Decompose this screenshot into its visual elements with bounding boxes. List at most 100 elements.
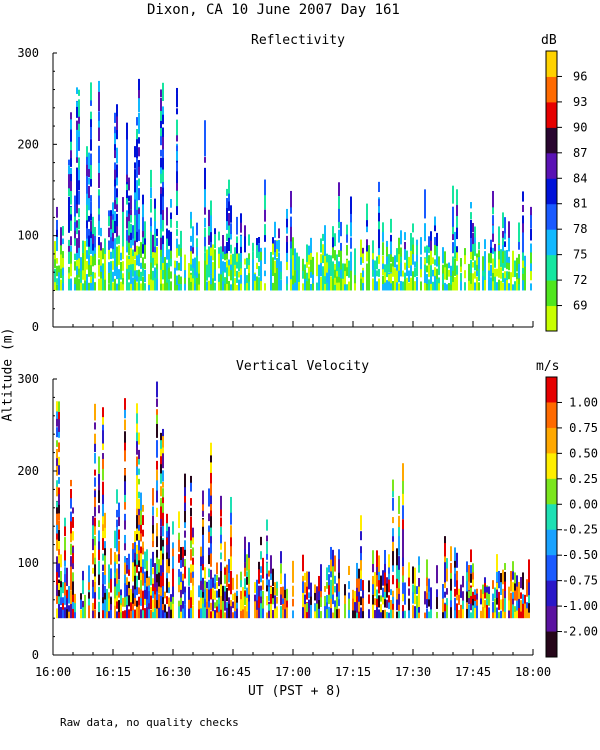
data-cell [136,546,138,565]
data-cell [156,473,158,491]
data-cell [210,611,212,619]
data-cell [518,282,520,291]
data-cell [130,600,132,611]
data-cell [166,611,168,619]
data-cell [98,505,100,514]
data-cell [116,283,118,291]
data-cell [292,262,294,276]
data-cell [82,283,84,291]
data-cell [230,496,232,513]
data-cell [276,240,278,250]
data-cell [220,269,222,284]
data-cell [436,273,438,291]
data-cell [492,225,494,234]
data-cell [326,598,328,610]
data-cell [224,566,226,584]
data-cell [94,591,96,610]
data-cell [446,284,448,291]
data-cell [166,577,168,593]
data-cell [358,597,360,612]
data-cell [498,612,500,619]
data-cell [76,123,78,142]
data-cell [286,602,288,619]
data-cell [114,126,116,134]
data-cell [180,547,182,561]
data-cell [120,267,122,280]
data-cell [390,273,392,284]
data-cell [192,258,194,268]
data-cell [156,268,158,279]
data-cell [514,281,516,291]
data-cell [276,587,278,596]
colorbar-tick-label: 0.00 [569,497,598,511]
data-cell [154,563,156,574]
data-cell [70,603,72,619]
data-cell [396,268,398,283]
data-cell [166,570,168,579]
data-cell [220,246,222,254]
data-cell [198,585,200,598]
data-cell [354,591,356,603]
data-cell [112,226,114,242]
data-cell [510,274,512,291]
data-cell [84,263,86,281]
data-cell [72,546,74,554]
data-cell [178,539,180,552]
data-cell [232,253,234,269]
data-cell [350,266,352,282]
data-cell [474,282,476,291]
data-cell [466,602,468,609]
data-cell [104,512,106,528]
data-cell [212,605,214,619]
data-cell [102,414,104,425]
x-tick-label: 16:45 [215,665,251,679]
data-cell [232,612,234,619]
data-cell [274,221,276,238]
data-cell [496,554,498,572]
data-cell [138,527,140,541]
data-cell [338,264,340,278]
data-cell [162,248,164,263]
data-cell [64,607,66,619]
data-cell [174,260,176,268]
data-cell [460,276,462,291]
data-cell [530,228,532,241]
data-cell [240,266,242,284]
data-cell [392,256,394,267]
data-cell [366,273,368,291]
data-cell [166,249,168,260]
data-cell [212,244,214,261]
data-cell [324,604,326,619]
data-cell [326,595,328,603]
data-cell [224,541,226,553]
data-cell [126,210,128,217]
data-cell [482,273,484,291]
data-cell [312,256,314,265]
data-cell [312,277,314,291]
data-cell [160,564,162,576]
data-cell [360,553,362,571]
data-cell [292,237,294,256]
data-cell [188,272,190,291]
data-cell [450,546,452,562]
data-cell [56,501,58,508]
data-cell [468,574,470,591]
data-cell [228,583,230,591]
data-cell [504,274,506,291]
data-cell [408,588,410,596]
data-cell [154,231,156,247]
data-cell [138,468,140,475]
data-cell [202,490,204,505]
data-cell [354,248,356,262]
data-cell [72,517,74,528]
data-cell [392,281,394,291]
data-cell [94,246,96,254]
data-cell [358,573,360,592]
colorbar-segment [546,101,557,128]
data-cell [64,590,66,605]
data-cell [376,589,378,599]
data-cell [226,282,228,291]
data-cell [224,588,226,599]
data-cell [474,594,476,608]
